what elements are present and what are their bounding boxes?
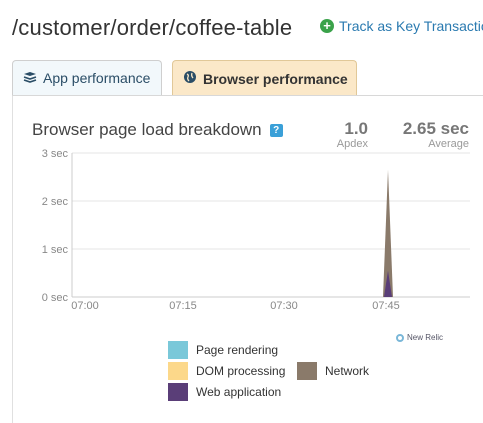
apdex-value: 1.0	[344, 119, 368, 138]
legend-label-page-rendering: Page rendering	[196, 343, 279, 357]
tab-browser-performance[interactable]: Browser performance	[172, 60, 357, 96]
average-stat: 2.65 sec Average	[402, 119, 469, 151]
legend-label-dom-processing: DOM processing	[196, 364, 286, 378]
series-network-area	[383, 169, 393, 297]
series-web-application-area	[384, 270, 392, 297]
track-key-transaction-link[interactable]: + Track as Key Transaction	[320, 18, 483, 34]
legend-label-network: Network	[325, 364, 370, 378]
new-relic-brand: New Relic	[396, 333, 443, 342]
layers-icon	[23, 70, 37, 86]
apdex-label: Apdex	[336, 138, 368, 150]
x-tick-label: 07:15	[169, 300, 197, 312]
help-icon[interactable]: ?	[269, 123, 283, 137]
tab-browser-performance-label: Browser performance	[203, 70, 348, 87]
new-relic-label: New Relic	[407, 333, 444, 342]
legend-item-network[interactable]: Network	[297, 362, 369, 380]
average-label: Average	[428, 138, 469, 150]
y-tick-label: 3 sec	[42, 148, 69, 160]
legend-label-web-application: Web application	[196, 385, 282, 399]
legend-swatch-dom-processing	[168, 362, 188, 380]
legend-item-dom-processing[interactable]: DOM processing	[168, 362, 285, 380]
x-tick-label: 07:45	[372, 300, 400, 312]
y-tick-label: 2 sec	[42, 196, 69, 208]
tab-app-performance-label: App performance	[43, 70, 151, 86]
x-tick-label: 07:30	[270, 300, 298, 312]
legend-swatch-page-rendering	[168, 341, 188, 359]
page-title: /customer/order/coffee-table	[12, 15, 293, 40]
content-panel	[12, 96, 483, 423]
legend-swatch-network	[297, 362, 317, 380]
legend-item-page-rendering[interactable]: Page rendering	[168, 341, 278, 359]
y-tick-label: 1 sec	[42, 244, 69, 256]
y-tick-label: 0 sec	[42, 292, 69, 304]
chart-title: Browser page load breakdown ?	[32, 120, 283, 140]
plus-circle-icon: +	[320, 19, 334, 33]
apdex-stat: 1.0 Apdex	[336, 119, 368, 151]
tabs-divider	[12, 95, 483, 96]
tab-app-performance[interactable]: App performance	[12, 60, 162, 95]
x-tick-label: 07:00	[71, 300, 99, 312]
legend-item-web-application[interactable]: Web application	[168, 383, 281, 401]
average-value: 2.65 sec	[402, 119, 469, 138]
globe-icon	[183, 70, 197, 87]
track-key-transaction-label: Track as Key Transaction	[339, 18, 483, 34]
new-relic-logo-icon	[396, 333, 404, 342]
chart-title-text: Browser page load breakdown	[32, 120, 262, 139]
legend-swatch-web-application	[168, 383, 188, 401]
